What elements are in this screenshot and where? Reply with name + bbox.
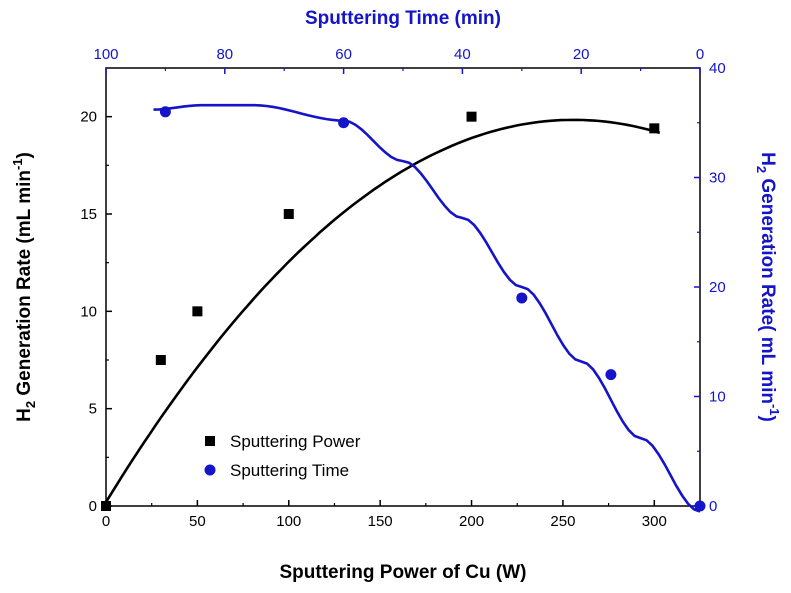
legend-marker-sputtering-time — [204, 464, 216, 476]
x-bottom-tick-label: 300 — [642, 513, 667, 530]
fit-curve-sputtering-power — [104, 118, 661, 503]
y-right-tick-label: 0 — [709, 498, 717, 515]
x-top-tick-label: 20 — [573, 46, 590, 63]
y-right-axis-title: H2 Generation Rate( mL min-1) — [754, 152, 782, 422]
legend-label-sputtering-power: Sputtering Power — [230, 432, 361, 451]
x-top-axis-title: Sputtering Time (min) — [305, 8, 501, 29]
x-bottom-tick-label: 100 — [276, 513, 301, 530]
x-bottom-tick-label: 200 — [459, 513, 484, 530]
point-sputtering-time — [694, 500, 706, 512]
y-left-tick-label: 5 — [89, 401, 97, 418]
y-left-tick-label: 20 — [80, 109, 97, 126]
y-left-tick-label: 10 — [80, 303, 97, 320]
left-axis-ticks: 0 5 10 15 20 — [80, 109, 112, 515]
point-sputtering-time — [159, 106, 171, 118]
x-top-tick-label: 0 — [696, 46, 704, 63]
x-top-tick-label: 40 — [454, 46, 471, 63]
y-right-tick-label: 40 — [709, 60, 726, 77]
point-sputtering-time — [338, 117, 350, 129]
point-sputtering-power — [283, 209, 294, 219]
x-top-tick-label: 80 — [216, 46, 233, 63]
x-top-tick-label: 60 — [335, 46, 352, 63]
point-sputtering-power — [466, 111, 477, 122]
legend: Sputtering Power Sputtering Time — [204, 432, 361, 480]
fit-curves — [104, 103, 701, 513]
point-sputtering-power — [649, 123, 660, 134]
top-axis-ticks: 100 80 60 40 20 0 — [93, 46, 704, 74]
y-left-axis-title: H2 Generation Rate (mL min-1) — [10, 152, 38, 422]
x-top-tick-label: 100 — [93, 46, 118, 63]
point-sputtering-power — [155, 355, 166, 365]
bottom-axis-ticks: 0 50 100 150 200 250 300 — [102, 500, 667, 530]
x-bottom-tick-label: 250 — [550, 513, 575, 530]
x-bottom-axis-title: Sputtering Power of Cu (W) — [280, 562, 527, 583]
point-sputtering-power — [192, 306, 203, 317]
point-sputtering-time — [516, 292, 528, 304]
fit-curve-sputtering-time — [153, 103, 701, 513]
point-sputtering-power — [101, 501, 111, 511]
y-right-tick-label: 10 — [709, 389, 726, 406]
y-left-tick-label: 15 — [80, 206, 97, 223]
x-bottom-tick-label: 0 — [102, 513, 110, 530]
x-bottom-tick-label: 50 — [189, 513, 206, 530]
right-axis-ticks: 0 10 20 30 40 — [694, 60, 726, 515]
plot-frame — [105, 67, 701, 507]
data-points — [101, 106, 706, 512]
x-bottom-tick-label: 150 — [368, 513, 393, 530]
legend-label-sputtering-time: Sputtering Time — [230, 461, 349, 480]
y-right-tick-label: 20 — [709, 279, 726, 296]
y-left-tick-label: 0 — [89, 498, 97, 515]
y-right-tick-label: 30 — [709, 170, 726, 187]
legend-marker-sputtering-power — [205, 436, 215, 446]
point-sputtering-time — [605, 369, 617, 381]
